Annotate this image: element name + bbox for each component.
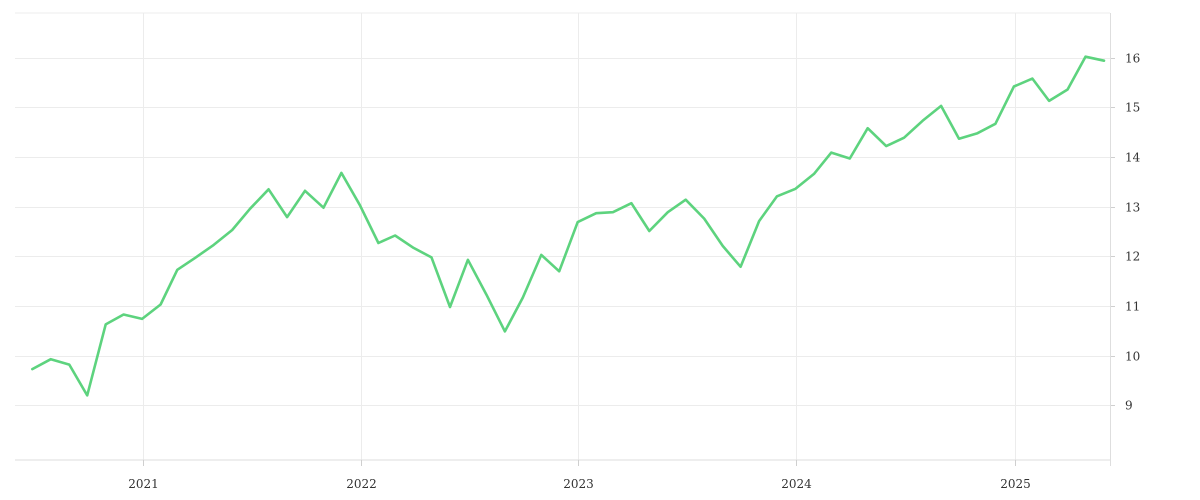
data-point [737, 263, 745, 271]
y-tick-label: 9 [1125, 399, 1133, 413]
data-point [102, 320, 110, 328]
x-tick-label: 2025 [1000, 477, 1031, 491]
y-tick-label: 12 [1125, 250, 1140, 264]
data-point [882, 142, 890, 150]
data-point [537, 251, 545, 259]
data-point [900, 134, 908, 142]
y-tick-label: 10 [1125, 350, 1140, 364]
data-point [47, 355, 55, 363]
data-point [810, 170, 818, 178]
data-point [719, 242, 727, 250]
data-point [1045, 97, 1053, 105]
axis-layer [15, 13, 1115, 466]
data-point [792, 185, 800, 193]
data-point [446, 303, 454, 311]
data-point [827, 149, 835, 157]
data-point [265, 185, 273, 193]
data-point [864, 124, 872, 132]
data-point [919, 117, 927, 125]
data-point [1010, 83, 1018, 91]
data-point [1100, 57, 1108, 65]
data-point [991, 120, 999, 128]
data-point [700, 215, 708, 223]
data-point [519, 294, 527, 302]
data-point [228, 226, 236, 234]
data-point [356, 201, 364, 209]
data-point [1028, 75, 1036, 83]
data-point [173, 266, 181, 274]
data-point [28, 365, 36, 373]
data-point [682, 196, 690, 204]
data-point [428, 253, 436, 261]
y-tick-label: 16 [1125, 52, 1140, 66]
data-point [555, 267, 563, 275]
data-point [609, 208, 617, 216]
y-tick-label: 14 [1125, 151, 1141, 165]
tick-label-layer: 9 10 11 12 13 14 15 16 2021 2022 2023 2024 2025 [128, 52, 1140, 492]
data-point [592, 209, 600, 217]
data-point [138, 315, 146, 323]
grid-layer [15, 12, 1110, 460]
data-point [645, 227, 653, 235]
series-points-0 [28, 53, 1108, 400]
data-point [501, 327, 509, 335]
data-point [157, 301, 165, 309]
data-point [120, 311, 128, 319]
data-point [955, 135, 963, 143]
data-point [846, 155, 854, 163]
data-point [464, 256, 472, 264]
data-point [83, 391, 91, 399]
data-point [391, 232, 399, 240]
data-point [283, 213, 291, 221]
data-point [755, 217, 763, 225]
data-point [1082, 53, 1090, 61]
data-point [627, 199, 635, 207]
data-point [301, 187, 309, 195]
x-tick-label: 2021 [128, 477, 159, 491]
data-point [210, 241, 218, 249]
x-tick-label: 2024 [781, 477, 812, 491]
data-point [773, 192, 781, 200]
series-layer [28, 53, 1108, 400]
data-point [374, 239, 382, 247]
y-tick-label: 13 [1125, 201, 1140, 215]
data-point [482, 291, 490, 299]
data-point [246, 205, 254, 213]
x-tick-label: 2022 [346, 477, 377, 491]
data-point [574, 218, 582, 226]
data-point [1064, 86, 1072, 94]
series-line-0 [30, 55, 1106, 397]
y-tick-label: 15 [1125, 101, 1140, 115]
data-point [337, 169, 345, 177]
data-point [974, 129, 982, 137]
x-tick-label: 2023 [563, 477, 594, 491]
data-point [664, 208, 672, 216]
data-point [410, 244, 418, 252]
y-tick-label: 11 [1125, 300, 1140, 314]
data-point [65, 361, 73, 369]
data-point [937, 102, 945, 110]
data-point [192, 253, 200, 261]
data-point [320, 204, 328, 212]
